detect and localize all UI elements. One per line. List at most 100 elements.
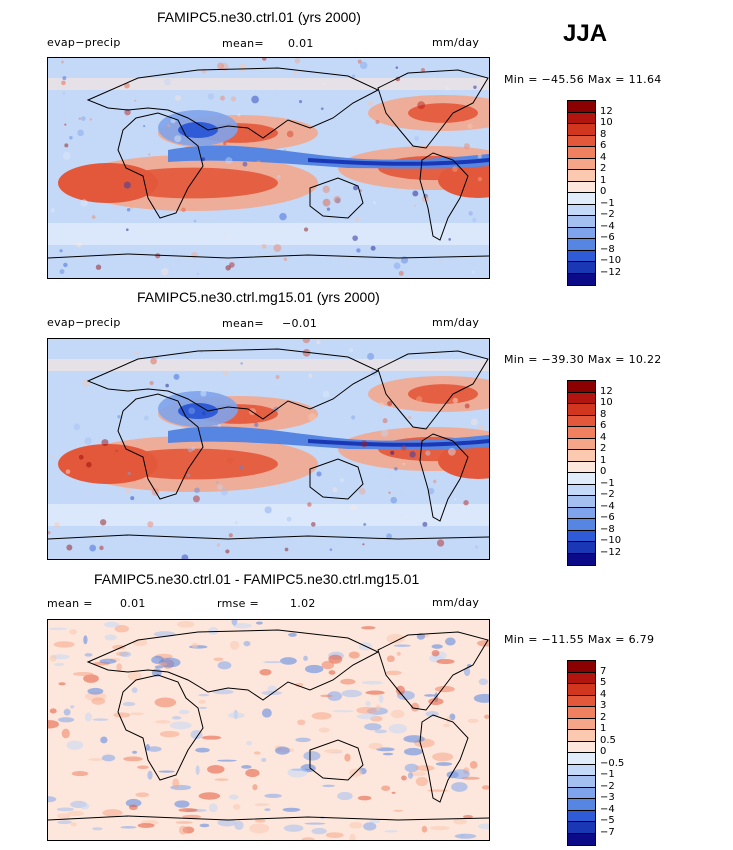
- colorbar-swatch: [568, 227, 595, 239]
- colorbar-swatch: [568, 216, 595, 228]
- panel3-map: [47, 619, 490, 841]
- colorbar-level-label: −12: [600, 546, 622, 558]
- colorbar-level-label: −10: [600, 255, 622, 266]
- colorbar-level-label: −4: [600, 803, 615, 815]
- colorbar-swatch: [568, 519, 595, 531]
- coastline: [419, 714, 469, 803]
- panel3-rmse-label: rmse =: [217, 597, 260, 610]
- colorbar-level-label: 4: [600, 688, 607, 700]
- coastline: [309, 739, 364, 781]
- colorbar-swatch: [568, 753, 595, 765]
- colorbar-swatch: [568, 810, 595, 822]
- panel3-title: FAMIPC5.ne30.ctrl.01 - FAMIPC5.ne30.ctrl…: [94, 571, 420, 587]
- colorbar-level-label: 12: [600, 105, 613, 117]
- colorbar-swatch: [568, 799, 595, 811]
- coastline: [86, 348, 380, 420]
- colorbar-swatch: [568, 181, 595, 193]
- colorbar-level-label: −1: [600, 769, 615, 780]
- panel1-colorbar: [567, 100, 596, 286]
- colorbar-swatch: [568, 193, 595, 205]
- colorbar-level-label: 2: [600, 711, 607, 723]
- coastline: [377, 350, 489, 430]
- panel3-units: mm/day: [432, 596, 480, 609]
- colorbar-level-label: −3: [600, 792, 615, 803]
- panel2-map: [47, 338, 490, 560]
- panel1-range: Min = −45.56 Max = 11.64: [504, 73, 662, 86]
- panel2-mean-label: mean=: [222, 317, 264, 330]
- panel2-units: mm/day: [432, 316, 480, 329]
- colorbar-level-label: −5: [600, 815, 615, 826]
- panel1-variable: evap−precip: [47, 36, 121, 49]
- colorbar-swatch: [568, 822, 595, 834]
- colorbar-swatch: [568, 438, 595, 450]
- coastline: [419, 152, 469, 241]
- colorbar-swatch: [568, 695, 595, 707]
- colorbar-swatch: [568, 170, 595, 182]
- colorbar-swatch: [568, 381, 595, 393]
- panel2-title: FAMIPC5.ne30.ctrl.mg15.01 (yrs 2000): [137, 289, 380, 305]
- colorbar-swatch: [568, 450, 595, 462]
- panel1-mean-value: 0.01: [288, 37, 314, 50]
- colorbar-swatch: [568, 507, 595, 519]
- coastline: [309, 458, 364, 500]
- colorbar-swatch: [568, 530, 595, 542]
- panel3-rmse-value: 1.02: [290, 597, 316, 610]
- colorbar-level-label: −2: [600, 209, 615, 220]
- colorbar-swatch: [568, 262, 595, 274]
- colorbar-swatch: [568, 135, 595, 147]
- colorbar-level-label: −4: [600, 500, 615, 512]
- colorbar-swatch: [568, 473, 595, 485]
- colorbar-level-label: 10: [600, 117, 613, 128]
- colorbar-level-label: 0: [600, 746, 607, 757]
- colorbar-level-label: −6: [600, 512, 615, 523]
- colorbar-swatch: [568, 461, 595, 473]
- panel2-variable: evap−precip: [47, 316, 121, 329]
- panel1-units: mm/day: [432, 36, 480, 49]
- colorbar-level-label: 10: [600, 397, 613, 408]
- colorbar-level-label: −0.5: [600, 757, 625, 769]
- colorbar-level-label: 6: [600, 140, 607, 151]
- colorbar-level-label: 2: [600, 443, 607, 454]
- coastline: [117, 112, 204, 219]
- colorbar-level-label: −6: [600, 232, 615, 243]
- colorbar-level-label: −12: [600, 266, 622, 278]
- colorbar-swatch: [568, 484, 595, 496]
- colorbar-swatch: [568, 404, 595, 416]
- colorbar-level-label: −8: [600, 523, 615, 535]
- colorbar-swatch: [568, 392, 595, 404]
- coastline: [86, 67, 380, 139]
- colorbar-swatch: [568, 496, 595, 508]
- colorbar-level-label: 6: [600, 420, 607, 431]
- colorbar-swatch: [568, 124, 595, 136]
- colorbar-swatch: [568, 273, 595, 285]
- colorbar-swatch: [568, 672, 595, 684]
- colorbar-swatch: [568, 661, 595, 673]
- colorbar-swatch: [568, 204, 595, 216]
- colorbar-swatch: [568, 833, 595, 845]
- colorbar-level-label: 4: [600, 151, 607, 163]
- colorbar-swatch: [568, 147, 595, 159]
- colorbar-level-label: −7: [600, 826, 615, 838]
- coastline: [86, 629, 380, 701]
- colorbar-swatch: [568, 112, 595, 124]
- panel2-range: Min = −39.30 Max = 10.22: [504, 353, 662, 366]
- coastline: [117, 674, 204, 781]
- colorbar-level-label: −2: [600, 780, 615, 792]
- colorbar-level-label: 0: [600, 466, 607, 477]
- panel3-mean-label: mean =: [47, 597, 93, 610]
- coastline: [48, 253, 489, 259]
- colorbar-level-label: 12: [600, 385, 613, 397]
- coastline: [117, 393, 204, 500]
- colorbar-swatch: [568, 730, 595, 742]
- colorbar-level-label: 2: [600, 163, 607, 174]
- colorbar-swatch: [568, 764, 595, 776]
- panel3-range: Min = −11.55 Max = 6.79: [504, 633, 655, 646]
- colorbar-level-label: 0.5: [600, 734, 616, 746]
- colorbar-level-label: −4: [600, 220, 615, 232]
- colorbar-level-label: 4: [600, 431, 607, 443]
- colorbar-swatch: [568, 239, 595, 251]
- colorbar-level-label: −1: [600, 197, 615, 209]
- coastline: [377, 631, 489, 711]
- colorbar-level-label: 7: [600, 665, 607, 677]
- coastline: [377, 69, 489, 149]
